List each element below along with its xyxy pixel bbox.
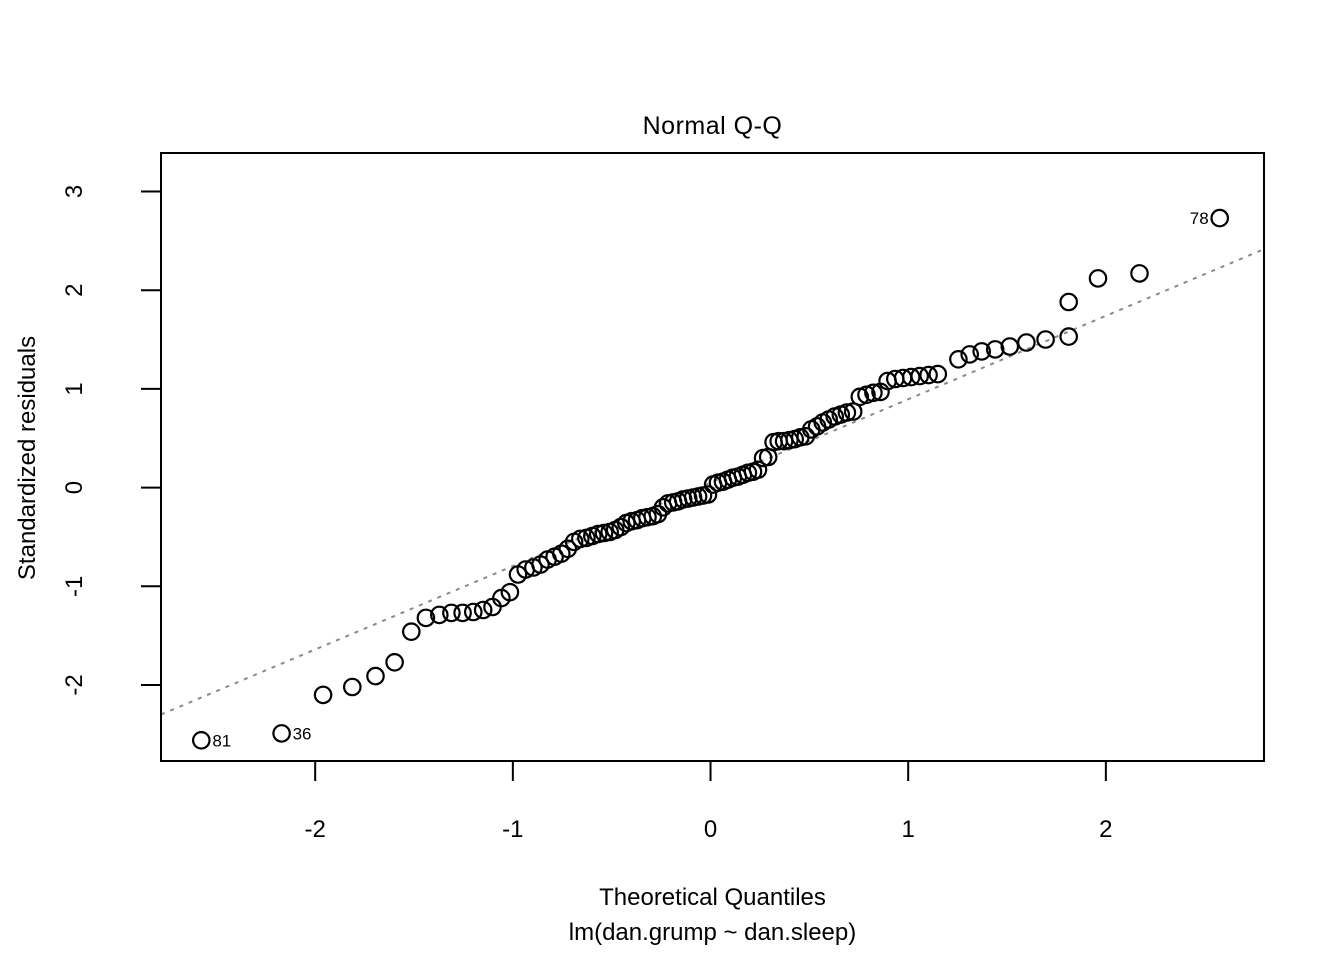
data-point: [864, 383, 883, 403]
data-point: [748, 460, 768, 480]
data-point: [463, 602, 483, 622]
y-axis-label: Standardized residuals: [14, 335, 41, 581]
y-tick-label: 3: [61, 185, 88, 198]
data-point: [1210, 208, 1229, 228]
data-point: [611, 517, 631, 537]
data-point: [416, 608, 436, 628]
data-point: [385, 652, 404, 672]
data-point: [442, 603, 461, 623]
model-formula-label: lm(dan.grump ~ dan.sleep): [568, 919, 857, 946]
data-point: [985, 340, 1005, 359]
x-tick-label: -2: [305, 816, 326, 843]
data-point: [1017, 333, 1036, 352]
data-point: [1036, 330, 1055, 349]
data-point: [500, 582, 520, 602]
data-point: [949, 349, 968, 369]
data-point: [483, 597, 502, 617]
data-point: [366, 666, 385, 686]
plot-frame: [160, 152, 1265, 762]
x-tick-label: 2: [1099, 816, 1112, 843]
data-point: [928, 364, 948, 384]
data-point: [272, 724, 291, 743]
data-point: [429, 605, 449, 625]
data-point: [453, 603, 472, 623]
point-label: 81: [212, 731, 231, 750]
y-tick-label: -1: [61, 576, 88, 597]
y-tick-label: -2: [61, 674, 88, 695]
data-point: [698, 485, 718, 504]
data-point: [910, 366, 929, 386]
data-point: [843, 402, 863, 421]
data-point: [313, 685, 333, 705]
y-tick-label: 1: [61, 382, 88, 395]
data-point: [837, 403, 857, 422]
plot-title: Normal Q-Q: [642, 112, 783, 140]
data-point: [919, 365, 938, 385]
x-tick-label: 0: [704, 816, 717, 843]
data-point: [473, 600, 493, 620]
data-point: [1000, 337, 1020, 356]
data-point: [972, 342, 991, 361]
data-point: [570, 529, 590, 549]
data-point: [960, 345, 979, 364]
x-tick-label: -1: [502, 816, 523, 843]
reference-line: [160, 248, 1265, 716]
data-point: [1088, 269, 1108, 288]
point-label: 36: [293, 724, 312, 743]
data-point: [342, 677, 362, 697]
x-axis-label: Theoretical Quantiles: [599, 884, 826, 911]
data-point: [901, 367, 921, 387]
x-tick-label: 1: [902, 816, 915, 843]
y-tick-label: 0: [61, 481, 88, 494]
data-point: [1130, 264, 1149, 283]
data-point: [1059, 327, 1078, 346]
data-point: [401, 622, 421, 641]
data-point: [192, 730, 211, 750]
point-label: 78: [1190, 209, 1209, 228]
data-point: [1059, 292, 1078, 312]
y-tick-label: 2: [61, 284, 88, 297]
